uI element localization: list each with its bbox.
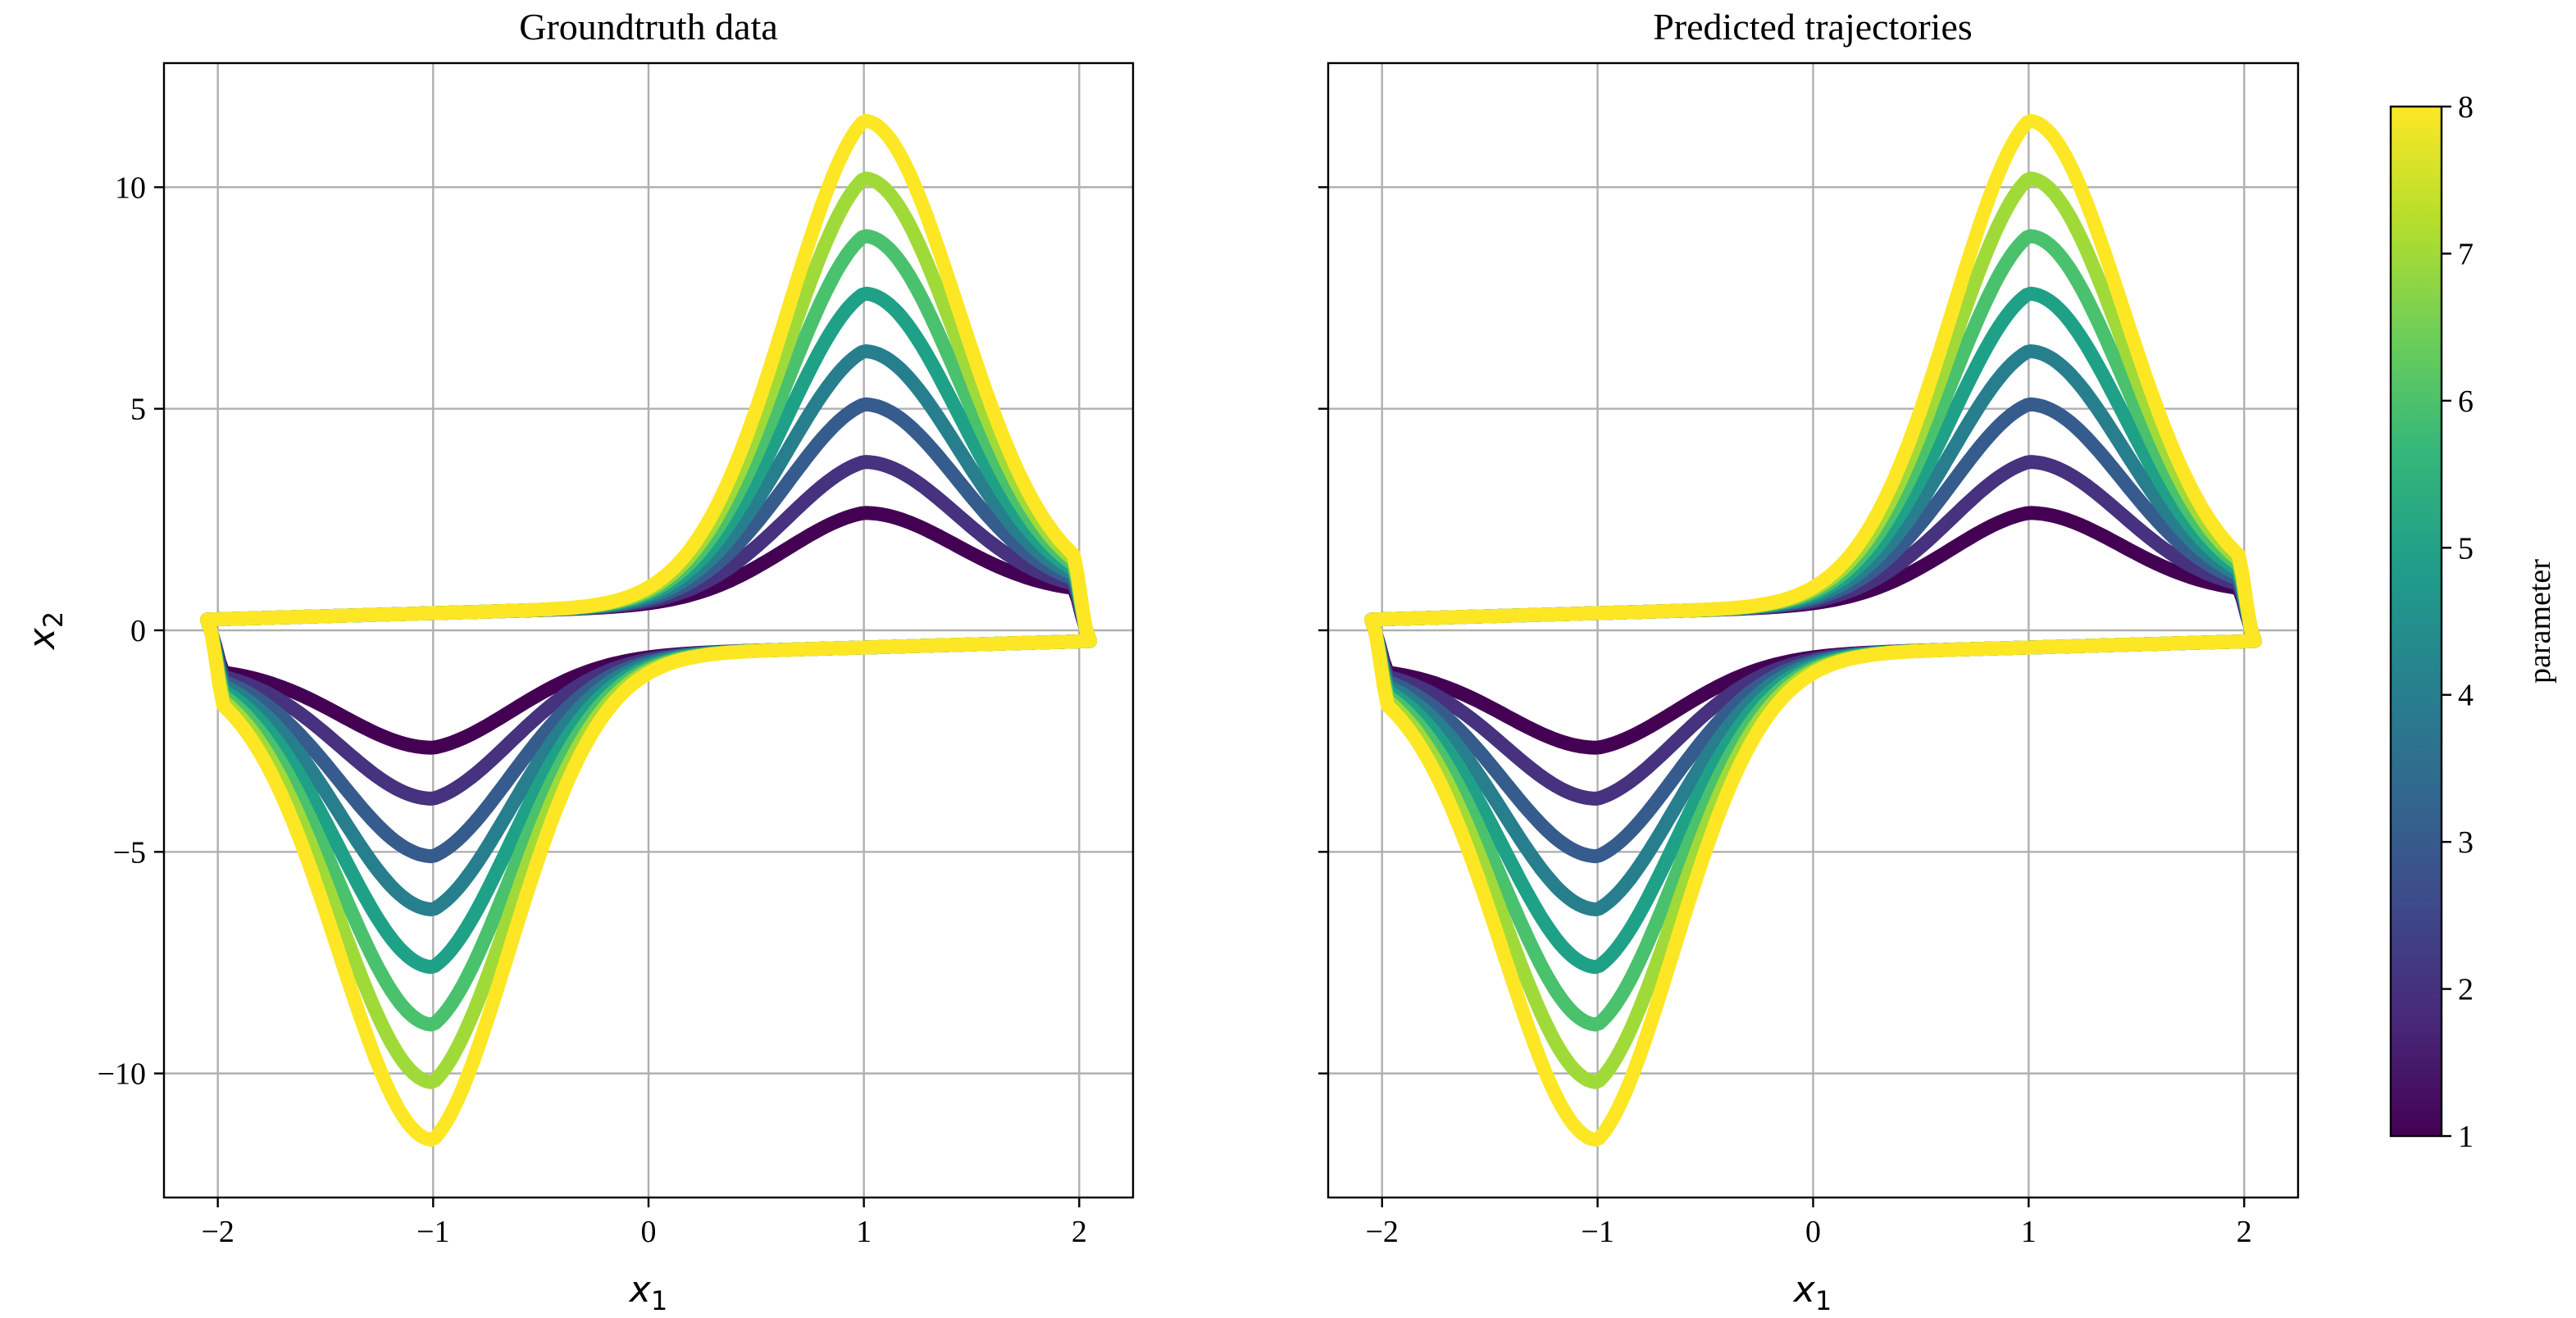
- x-tick-label: 0: [641, 1215, 657, 1249]
- right-ticks: −2 −1 0 1 2: [1318, 186, 2252, 1249]
- left-y-axis-label: x2: [21, 611, 69, 651]
- y-tick-label: 0: [130, 614, 146, 648]
- colorbar-tick-label: 3: [2458, 825, 2474, 860]
- x-tick-label: 1: [856, 1215, 872, 1249]
- left-x-axis-label: x1: [628, 1269, 667, 1316]
- right-grid: [1328, 63, 2298, 1198]
- colorbar-gradient: [2391, 107, 2442, 1136]
- y-tick-label: 5: [130, 393, 146, 427]
- left-grid: [164, 63, 1133, 1198]
- trajectory-param-8: [1364, 113, 2262, 1148]
- left-curves: [200, 113, 1097, 1148]
- colorbar-frame: [2389, 105, 2443, 1138]
- colorbar-label: parameter: [2523, 559, 2557, 684]
- right-panel: −2 −1 0 1 2 Predicted trajectories x1: [1318, 6, 2300, 1316]
- colorbar-tick-label: 2: [2458, 973, 2474, 1007]
- left-title: Groundtruth data: [519, 6, 778, 48]
- x-tick-label: 0: [1805, 1215, 1821, 1249]
- colorbar: 1 2 3 4 5 6 7 8 parameter: [2389, 90, 2557, 1154]
- x-tick-label: −1: [1581, 1215, 1613, 1249]
- trajectory-param-8: [200, 113, 1097, 1148]
- colorbar-tick-label: 4: [2458, 679, 2474, 713]
- right-curves: [1364, 113, 2262, 1148]
- colorbar-tick-label: 7: [2458, 237, 2474, 271]
- y-tick-label: −5: [113, 835, 146, 870]
- colorbar-tick-label: 5: [2458, 531, 2474, 566]
- x-tick-label: −2: [201, 1215, 234, 1249]
- y-tick-label: −10: [98, 1057, 146, 1092]
- right-x-axis-label: x1: [1792, 1269, 1832, 1316]
- colorbar-tick-label: 6: [2458, 384, 2474, 419]
- right-title: Predicted trajectories: [1653, 6, 1973, 48]
- colorbar-tick-label: 1: [2458, 1120, 2474, 1154]
- colorbar-tick-label: 8: [2458, 90, 2474, 125]
- colorbar-ticks: 1 2 3 4 5 6 7 8: [2442, 90, 2474, 1154]
- x-tick-label: 1: [2021, 1215, 2037, 1249]
- y-tick-label: 10: [115, 170, 146, 205]
- x-tick-label: 2: [2237, 1215, 2252, 1249]
- x-tick-label: −2: [1366, 1215, 1399, 1249]
- x-tick-label: 2: [1072, 1215, 1087, 1249]
- x-tick-label: −1: [416, 1215, 449, 1249]
